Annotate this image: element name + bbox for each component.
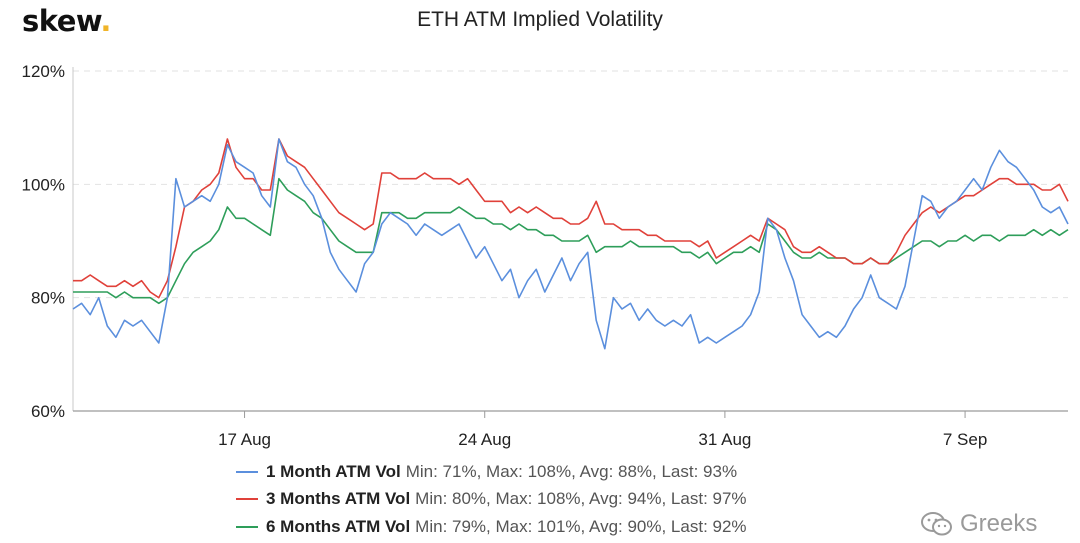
legend-swatch [236,525,258,528]
logo-dot: . [100,4,111,38]
legend-item[interactable]: 3 Months ATM Vol Min: 80%, Max: 108%, Avg… [236,486,747,514]
legend-item[interactable]: 1 Month ATM Vol Min: 71%, Max: 108%, Avg:… [236,458,747,486]
wechat-icon [921,512,952,536]
y-tick-label: 60% [31,402,65,421]
legend-swatch [236,470,258,473]
legend-series-name: 3 Months ATM Vol [266,489,411,509]
series-line-1 [72,138,1069,350]
series-line-2 [73,138,1069,299]
watermark: Greeks [920,510,1037,538]
legend-item[interactable]: 6 Months ATM Vol Min: 79%, Max: 101%, Avg… [236,513,747,541]
legend-swatch [236,498,258,501]
legend-series-stats: Min: 71%, Max: 108%, Avg: 88%, Last: 93% [405,461,738,481]
y-tick-label: 120% [22,62,65,81]
watermark-text: Greeks [960,510,1038,537]
x-tick-label: 7 Sep [943,430,987,449]
legend-series-name: 6 Months ATM Vol [266,516,411,536]
grid-lines [73,70,1068,299]
y-tick-label: 80% [31,289,65,308]
y-tick-label: 100% [22,175,65,194]
chart-title: ETH ATM Implied Volatility [417,8,663,31]
logo-text: skew [22,4,101,38]
legend-series-stats: Min: 80%, Max: 108%, Avg: 94%, Last: 97% [415,489,747,509]
x-tick-label: 31 Aug [698,430,751,449]
axes: 60% 80% 100% 120% 17 Aug 24 Aug 31 Aug 7 Sep [22,62,1068,449]
legend: 1 Month ATM Vol Min: 71%, Max: 108%, Avg:… [236,458,747,541]
x-tick-label: 17 Aug [218,430,271,449]
legend-series-name: 1 Month ATM Vol [266,461,401,481]
series-line-3 [73,177,1069,305]
x-tick-label: 24 Aug [458,430,511,449]
legend-series-stats: Min: 79%, Max: 101%, Avg: 90%, Last: 92% [415,516,747,536]
skew-logo: skew. [22,4,111,38]
series-lines [72,138,1069,350]
